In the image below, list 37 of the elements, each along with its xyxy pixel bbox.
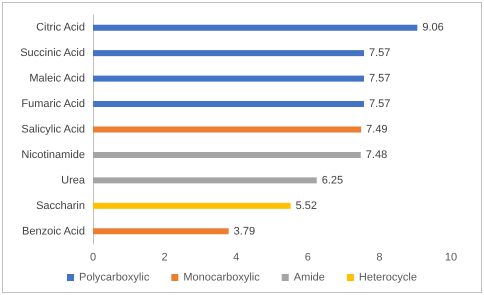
data-label: 9.06 <box>422 22 444 34</box>
legend-label: Amide <box>294 272 325 284</box>
data-label: 7.49 <box>366 124 388 136</box>
y-tick-label: Salicylic Acid <box>21 124 85 136</box>
y-tick-label: Citric Acid <box>36 22 85 34</box>
bar <box>93 228 229 234</box>
y-tick-label: Saccharin <box>36 200 85 212</box>
legend-label: Monocarboxylic <box>183 272 260 284</box>
data-label: 7.57 <box>369 47 390 60</box>
y-tick-label: Succinic Acid <box>20 47 85 60</box>
x-tick-label: 2 <box>162 252 168 264</box>
y-tick-label: Fumaric Acid <box>21 98 85 110</box>
x-tick-label: 8 <box>376 252 382 264</box>
data-label: 7.57 <box>369 98 390 110</box>
bar <box>93 50 364 56</box>
bar <box>93 24 418 31</box>
data-label: 7.48 <box>366 148 388 161</box>
data-label: 7.57 <box>369 72 390 85</box>
x-tick-label: 4 <box>233 252 240 264</box>
legend-label: Polycarboxylic <box>79 272 150 284</box>
bar <box>93 101 364 108</box>
bar <box>93 126 362 132</box>
x-tick-label: 10 <box>444 252 458 264</box>
y-tick-label: Benzoic Acid <box>22 225 85 238</box>
data-label: 3.79 <box>234 225 256 238</box>
bar <box>93 76 364 82</box>
y-tick-label: Urea <box>61 174 86 186</box>
bar <box>93 152 361 158</box>
data-label: 6.25 <box>322 174 344 186</box>
x-tick-label: 6 <box>304 252 311 264</box>
data-label: 5.52 <box>296 200 318 212</box>
x-tick-label: 0 <box>90 252 96 264</box>
bar <box>93 177 317 184</box>
y-tick-label: Maleic Acid <box>29 72 85 85</box>
bar <box>93 202 291 209</box>
legend-label: Heterocycle <box>358 272 417 284</box>
y-tick-label: Nicotinamide <box>21 148 85 161</box>
